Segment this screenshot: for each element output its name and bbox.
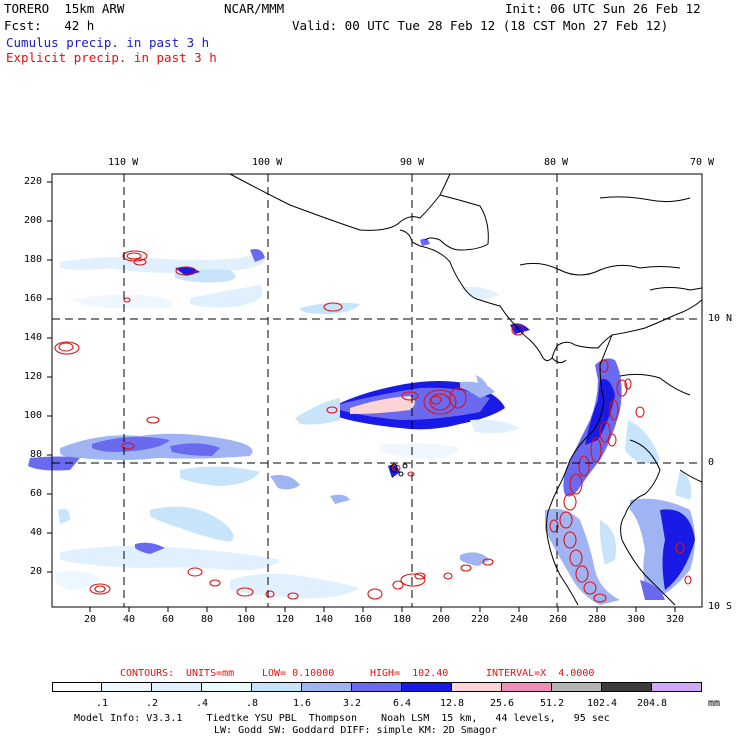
x-tick-label: 280 (588, 614, 607, 625)
x-tick-label: 220 (471, 614, 490, 625)
model-info: Model Info: V3.3.1 Tiedtke YSU PBL Thomp… (74, 713, 610, 724)
x-tick-label: 80 (201, 614, 214, 625)
colorbar-swatch (302, 682, 352, 692)
colorbar-swatch (152, 682, 202, 692)
field-title-explicit: Explicit precip. in past 3 h (6, 50, 217, 65)
x-tick-label: 260 (549, 614, 568, 625)
contour-interval: INTERVAL=X 4.0000 (486, 668, 595, 679)
colorbar-swatch (552, 682, 602, 692)
colorbar-swatch (202, 682, 252, 692)
field-title-cumulus: Cumulus precip. in past 3 h (6, 35, 210, 50)
lat-label-10s: 10 S (708, 601, 733, 612)
y-tick-label: 220 (24, 176, 43, 187)
colorbar-label: 51.2 (539, 698, 565, 709)
lat-label-10n: 10 N (708, 313, 733, 324)
colorbar-label: .2 (145, 698, 159, 709)
lon-label-70w: 70 W (690, 157, 715, 168)
coastlines (229, 173, 703, 606)
colorbar-label: .8 (245, 698, 259, 709)
colorbar-label: 6.4 (392, 698, 412, 709)
colorbar-label: 12.8 (439, 698, 465, 709)
x-tick-label: 60 (162, 614, 175, 625)
y-tick-label: 80 (30, 449, 43, 460)
contour-units: UNITS=mm (186, 668, 235, 679)
colorbar-label: .1 (95, 698, 109, 709)
axis-ticks (47, 181, 676, 612)
colorbar-swatch (652, 682, 702, 692)
colorbar-label: 25.6 (489, 698, 515, 709)
y-tick-label: 60 (30, 488, 43, 499)
y-tick-label: 100 (24, 410, 43, 421)
x-tick-label: 20 (84, 614, 97, 625)
lat-label-0: 0 (708, 457, 715, 468)
y-tick-label: 40 (30, 527, 43, 538)
lon-label-110w: 110 W (108, 157, 139, 168)
colorbar-label: 3.2 (342, 698, 362, 709)
y-tick-label: 180 (24, 254, 43, 265)
x-tick-label: 320 (666, 614, 685, 625)
x-tick-label: 120 (276, 614, 295, 625)
colorbar-swatch (252, 682, 302, 692)
galapagos-islands (390, 463, 408, 477)
colorbar-swatch (452, 682, 502, 692)
model-name: TORERO 15km ARW (4, 1, 125, 16)
colorbar-unit: mm (708, 698, 721, 709)
colorbar-swatch (602, 682, 652, 692)
contour-label: CONTOURS: (120, 668, 175, 679)
lon-label-100w: 100 W (252, 157, 283, 168)
cumulus-precip-shading (28, 238, 695, 605)
physics-info: LW: Godd SW: Goddard DIFF: simple KM: 2D… (214, 725, 497, 736)
contour-low: LOW= 0.10000 (262, 668, 335, 679)
colorbar-swatch (52, 682, 102, 692)
colorbar-swatch (102, 682, 152, 692)
colorbar-label: 102.4 (586, 698, 618, 709)
x-tick-label: 300 (627, 614, 646, 625)
colorbar-label: 204.8 (636, 698, 668, 709)
x-tick-label: 100 (237, 614, 256, 625)
map-frame (51, 173, 703, 608)
x-tick-label: 240 (510, 614, 529, 625)
lon-label-90w: 90 W (400, 157, 425, 168)
y-tick-label: 160 (24, 293, 43, 304)
forecast-hour: Fcst: 42 h (4, 18, 95, 33)
valid-time: Valid: 00 UTC Tue 28 Feb 12 (18 CST Mon … (292, 18, 669, 33)
lon-label-80w: 80 W (544, 157, 569, 168)
init-time: Init: 06 UTC Sun 26 Feb 12 (505, 1, 701, 16)
x-tick-label: 40 (123, 614, 136, 625)
organization: NCAR/MMM (224, 1, 285, 16)
colorbar-swatch (352, 682, 402, 692)
x-tick-label: 140 (315, 614, 334, 625)
colorbar-label: .4 (195, 698, 209, 709)
y-tick-label: 200 (24, 215, 43, 226)
contour-high: HIGH= 102.40 (370, 668, 449, 679)
explicit-precip-contours (54, 250, 692, 603)
colorbar-label: 1.6 (292, 698, 312, 709)
colorbar-swatch (502, 682, 552, 692)
x-tick-label: 200 (432, 614, 451, 625)
x-tick-label: 160 (354, 614, 373, 625)
colorbar-swatch (402, 682, 452, 692)
y-tick-label: 140 (24, 332, 43, 343)
y-tick-label: 20 (30, 566, 43, 577)
graticule (52, 174, 702, 607)
y-tick-label: 120 (24, 371, 43, 382)
x-tick-label: 180 (393, 614, 412, 625)
